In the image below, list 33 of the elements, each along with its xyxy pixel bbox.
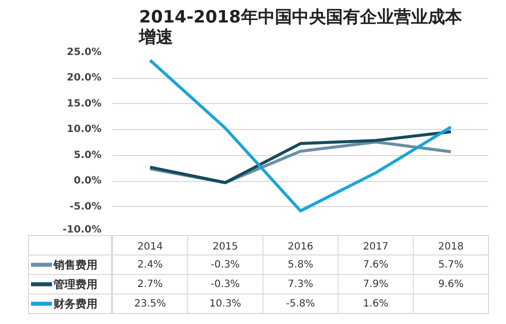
y-tick-label: 20.0% xyxy=(66,72,102,84)
data-label: 23.5% xyxy=(134,298,166,310)
y-tick-label: 5.0% xyxy=(74,150,102,161)
x-tick-label: 2014 xyxy=(137,241,163,252)
line-series xyxy=(148,130,452,184)
x-tick-label: 2018 xyxy=(438,241,464,252)
y-tick-label: -5.0% xyxy=(70,201,102,212)
data-label: 10.3% xyxy=(209,298,242,310)
legend-label: 销售费用 xyxy=(52,258,98,272)
x-tick-label: 2017 xyxy=(362,241,388,252)
y-tick-label: 25.0% xyxy=(66,47,102,58)
legend-label: 管理费用 xyxy=(52,278,98,291)
data-label: 5.8% xyxy=(288,259,314,270)
data-label: 1.6% xyxy=(362,298,388,310)
y-tick-label: 0.0% xyxy=(74,176,102,187)
data-label: 5.7% xyxy=(438,259,464,270)
data-label: 2.7% xyxy=(137,278,163,290)
y-tick-label: -10.0% xyxy=(62,224,102,236)
data-label: 7.6% xyxy=(362,259,388,270)
data-label: 9.6% xyxy=(438,278,464,290)
x-tick-label: 2016 xyxy=(288,241,314,252)
x-tick-label: 2015 xyxy=(212,241,238,252)
y-tick-label: 10.0% xyxy=(66,124,102,136)
data-label: -0.3% xyxy=(210,259,240,270)
line-series xyxy=(148,58,452,212)
data-label: -5.8% xyxy=(286,298,316,310)
data-label: 7.3% xyxy=(288,278,314,290)
legend-label: 财务费用 xyxy=(52,297,98,310)
data-label: -0.3% xyxy=(210,278,240,290)
data-label: 2.4% xyxy=(137,259,163,270)
chart-title: 2014-2018年中国中央国有企业营业成本增速 xyxy=(138,8,463,48)
data-label: 7.9% xyxy=(362,278,388,290)
y-tick-label: 15.0% xyxy=(66,98,102,110)
